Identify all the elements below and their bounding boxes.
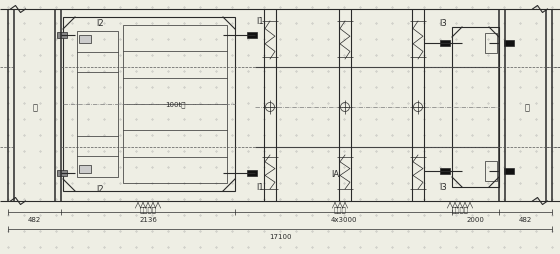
- Text: lA: lA: [331, 170, 339, 179]
- Bar: [504, 168, 514, 174]
- Bar: [440, 168, 450, 174]
- Bar: [504, 41, 514, 47]
- Bar: [247, 170, 257, 176]
- Bar: [79, 165, 91, 173]
- Text: 482: 482: [28, 216, 41, 222]
- Text: l3: l3: [439, 19, 447, 28]
- Text: 2000: 2000: [466, 216, 484, 222]
- Bar: [485, 161, 497, 181]
- Bar: [63, 18, 235, 191]
- Text: 2136: 2136: [139, 216, 157, 222]
- Text: l2: l2: [96, 19, 104, 28]
- Text: l1: l1: [256, 183, 264, 192]
- Bar: [77, 32, 118, 177]
- Text: 4x3000: 4x3000: [330, 216, 357, 222]
- Bar: [485, 34, 497, 54]
- Bar: [79, 36, 91, 44]
- Bar: [123, 26, 227, 183]
- Text: l1: l1: [256, 18, 264, 26]
- Text: 节: 节: [32, 103, 38, 112]
- Text: 中间节: 中间节: [334, 206, 347, 212]
- Text: 节: 节: [525, 103, 530, 112]
- Text: l2: l2: [96, 185, 104, 194]
- Text: 100t型: 100t型: [165, 101, 185, 108]
- Bar: [247, 33, 257, 39]
- Text: 482: 482: [519, 216, 532, 222]
- Bar: [57, 170, 67, 176]
- Bar: [452, 28, 499, 187]
- Text: 端头大样: 端头大样: [451, 206, 469, 212]
- Text: 17100: 17100: [269, 233, 291, 239]
- Text: l3: l3: [439, 183, 447, 192]
- Bar: [440, 41, 450, 47]
- Bar: [57, 33, 67, 39]
- Text: 节点大样: 节点大样: [139, 206, 156, 212]
